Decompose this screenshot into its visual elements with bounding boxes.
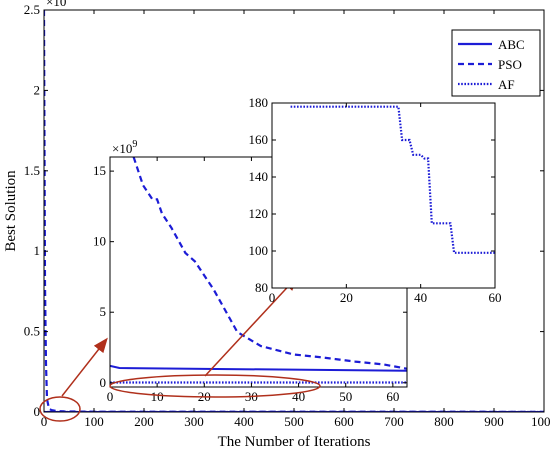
inset-2-y-tick-label: 120 [249, 206, 269, 221]
zoom-region-ellipse-main [39, 396, 81, 422]
main-x-tick-label: 500 [284, 414, 304, 429]
main-y-tick-label: 1.5 [24, 163, 40, 178]
zoom-arrow-2 [204, 275, 299, 377]
legend-label-pso: PSO [498, 57, 522, 72]
inset-2-x-tick-label: 60 [489, 290, 502, 305]
main-y-tick-label: 1 [34, 243, 41, 258]
inset-1-series-pso-line [132, 156, 407, 370]
legend: ABC PSO AF [451, 29, 541, 97]
inset-2-axes-box [271, 102, 496, 289]
main-x-tick-label: 300 [184, 414, 204, 429]
main-y-tick-label: 0 [34, 404, 41, 419]
main-x-tick-label: 400 [234, 414, 254, 429]
main-x-tick-label: 600 [334, 414, 354, 429]
main-y-tick-label: 0.5 [24, 324, 40, 339]
x-axis-label: The Number of Iterations [218, 434, 371, 450]
inset-1-x-tick-label: 10 [151, 389, 164, 404]
inset-2-x-tick-label: 40 [414, 290, 427, 305]
main-y-tick-label: 2.5 [24, 2, 40, 17]
main-exponent-label: ×1011 [46, 0, 76, 9]
inset-2-x-tick-label: 0 [269, 290, 276, 305]
inset-1-y-tick-label: 0 [100, 375, 107, 390]
inset-2-x-tick-label: 20 [340, 290, 353, 305]
zoom-annotations [39, 337, 108, 422]
inset-1-x-tick-label: 60 [386, 389, 399, 404]
inset-1-exponent-label: ×109 [112, 139, 137, 156]
main-x-tick-label: 700 [384, 414, 404, 429]
legend-label-af: AF [498, 77, 515, 92]
zoom-region-ellipse-inset [109, 374, 321, 398]
main-x-tick-label: 800 [434, 414, 454, 429]
inset-1-x-tick-label: 40 [292, 389, 305, 404]
inset-plot-2: 0 20 40 60 80 100 120 140 160 180 [249, 95, 502, 305]
inset-2-y-tick-label: 140 [249, 169, 269, 184]
zoom-arrow-1 [61, 337, 108, 397]
inset-1-x-tick-label: 50 [339, 389, 352, 404]
inset-1-y-tick-label: 10 [93, 234, 106, 249]
main-y-tick-label: 2 [34, 82, 41, 97]
inset-1-y-tick-label: 5 [100, 304, 107, 319]
inset-1-x-tick-label: 0 [107, 389, 114, 404]
main-x-tick-label: 900 [484, 414, 504, 429]
inset-2-background [272, 103, 495, 288]
legend-label-abc: ABC [498, 37, 525, 52]
inset-1-series-abc-line [110, 364, 407, 372]
inset-2-y-tick-label: 180 [249, 95, 269, 110]
inset-2-y-tick-label: 160 [249, 132, 269, 147]
main-x-tick-label: 0 [41, 414, 48, 429]
legend-box [451, 29, 541, 97]
main-x-tick-label: 100 [84, 414, 104, 429]
inset-2-y-tick-label: 100 [249, 243, 269, 258]
inset-2-series-af-line [290, 105, 495, 254]
y-axis-label: Best Solution [3, 170, 19, 252]
main-x-tick-label: 200 [134, 414, 154, 429]
inset-1-y-tick-label: 15 [93, 163, 106, 178]
inset-2-y-tick-label: 80 [255, 280, 268, 295]
